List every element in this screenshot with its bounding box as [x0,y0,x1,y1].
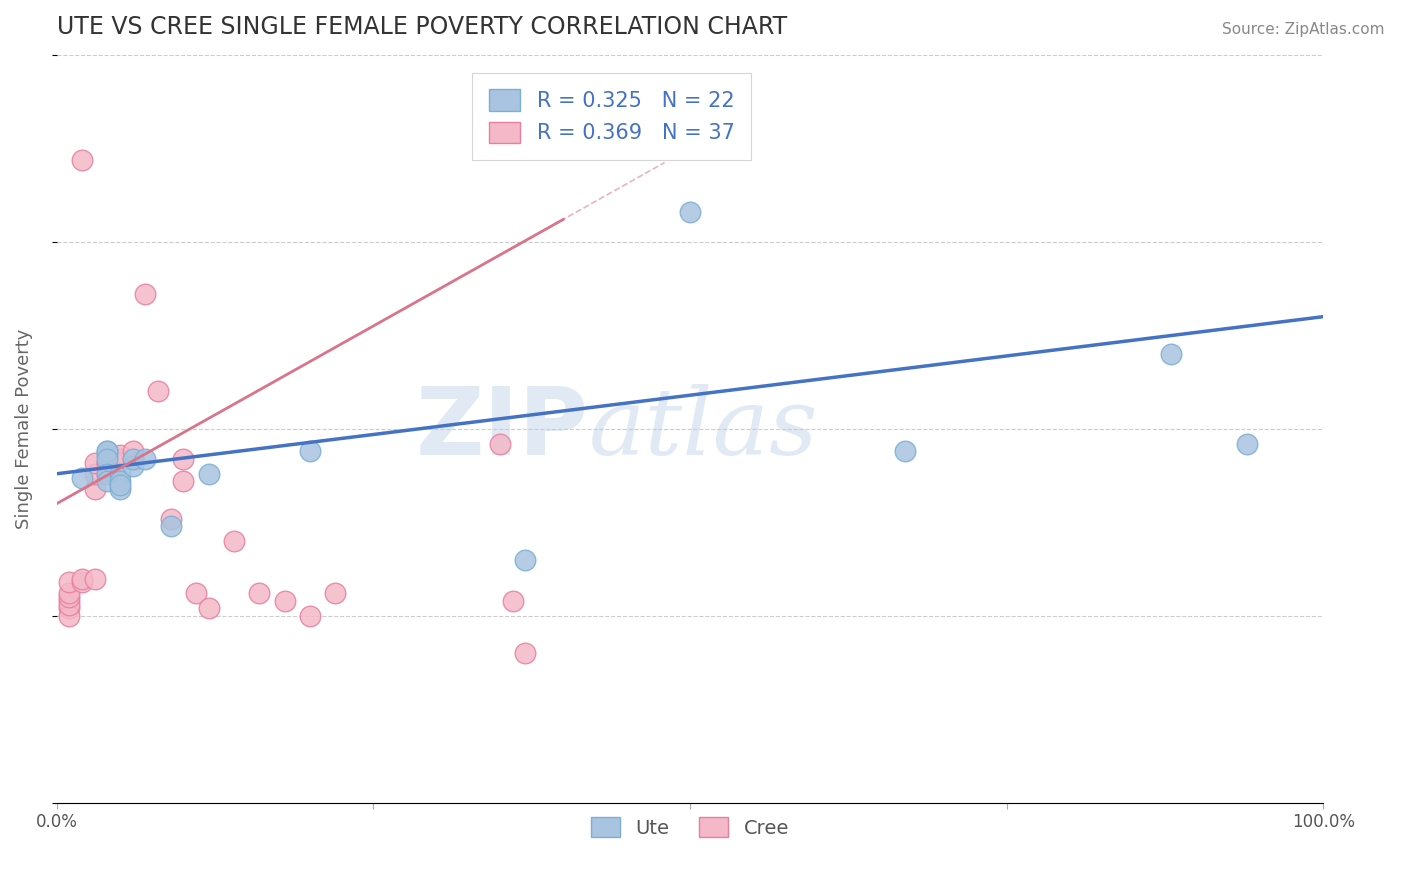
Point [502,594,524,608]
Point [159,511,181,525]
Text: atlas: atlas [589,384,818,474]
Y-axis label: Single Female Poverty: Single Female Poverty [15,329,32,529]
Point [58,586,80,600]
Point [247,586,270,600]
Point [70,572,93,586]
Point [70,153,93,167]
Text: ZIP: ZIP [416,383,589,475]
Point [121,451,143,466]
Legend: Ute, Cree: Ute, Cree [583,810,797,846]
Point [184,586,207,600]
Point [83,482,105,496]
Point [197,467,219,481]
Point [121,444,143,458]
Point [1160,347,1182,361]
Point [108,478,131,492]
Point [96,475,118,489]
Point [298,444,321,458]
Point [515,646,537,660]
Point [96,467,118,481]
Point [515,553,537,567]
Point [197,601,219,615]
Text: UTE VS CREE SINGLE FEMALE POVERTY CORRELATION CHART: UTE VS CREE SINGLE FEMALE POVERTY CORREL… [56,15,787,39]
Point [58,591,80,605]
Point [83,467,105,481]
Point [146,384,169,399]
Point [96,451,118,466]
Point [58,598,80,612]
Point [108,456,131,470]
Point [222,534,245,549]
Point [58,594,80,608]
Point [108,467,131,481]
Point [108,448,131,462]
Point [323,586,346,600]
Point [121,459,143,474]
Point [134,451,156,466]
Point [172,451,194,466]
Point [1236,437,1258,451]
Point [96,444,118,458]
Point [96,448,118,462]
Point [489,437,512,451]
Point [83,456,105,470]
Point [121,451,143,466]
Point [70,470,93,484]
Point [108,451,131,466]
Point [96,444,118,458]
Point [96,456,118,470]
Point [70,575,93,590]
Point [58,601,80,615]
Point [134,287,156,301]
Point [83,572,105,586]
Point [298,609,321,624]
Point [96,456,118,470]
Point [108,475,131,489]
Point [108,482,131,496]
Point [96,467,118,481]
Point [679,205,702,219]
Point [58,609,80,624]
Point [159,519,181,533]
Point [894,444,917,458]
Point [273,594,295,608]
Text: Source: ZipAtlas.com: Source: ZipAtlas.com [1222,22,1385,37]
Point [172,475,194,489]
Point [58,575,80,590]
